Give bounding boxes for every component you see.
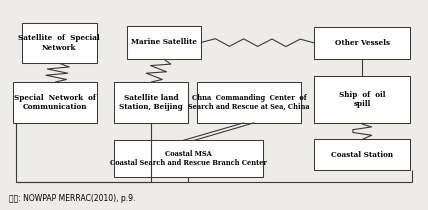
FancyBboxPatch shape [114, 140, 263, 177]
FancyBboxPatch shape [114, 82, 188, 123]
FancyBboxPatch shape [22, 23, 97, 63]
Text: 자료: NOWPAP MERRAC(2010), p.9.: 자료: NOWPAP MERRAC(2010), p.9. [9, 194, 136, 203]
Text: Satellite  of  Special
Network: Satellite of Special Network [18, 34, 100, 51]
FancyBboxPatch shape [314, 139, 410, 170]
Text: Ship  of  oil
spill: Ship of oil spill [339, 91, 386, 108]
FancyBboxPatch shape [314, 76, 410, 123]
FancyBboxPatch shape [14, 82, 97, 123]
Text: Coastal Station: Coastal Station [331, 151, 393, 159]
Text: Coastal MSA
Coastal Search and Rescue Branch Center: Coastal MSA Coastal Search and Rescue Br… [110, 150, 267, 167]
FancyBboxPatch shape [127, 26, 201, 59]
Text: Chna  Commanding  Center  of
Search and Rescue at Sea, China: Chna Commanding Center of Search and Res… [188, 94, 310, 111]
Text: Satellite land
Station, Beijing: Satellite land Station, Beijing [119, 94, 183, 111]
FancyBboxPatch shape [197, 82, 301, 123]
Text: Other Vessels: Other Vessels [335, 39, 390, 47]
Text: Marine Satellite: Marine Satellite [131, 38, 197, 46]
FancyBboxPatch shape [314, 27, 410, 59]
Text: Special  Network  of
Communication: Special Network of Communication [14, 94, 96, 111]
